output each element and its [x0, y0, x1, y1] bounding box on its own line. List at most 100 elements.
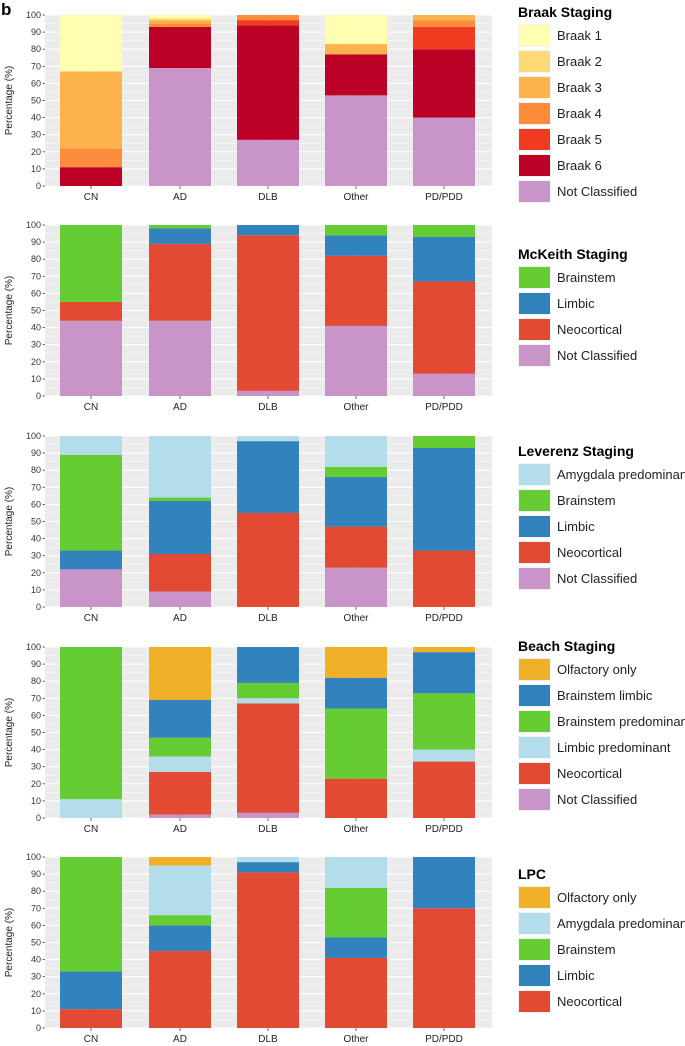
- legend-key-limbic: [519, 293, 550, 314]
- bar-segment-braak-6-ad: [149, 26, 211, 69]
- bar-segment-not-classified-pd-pdd: [413, 373, 475, 396]
- y-tick-label: 0: [36, 181, 41, 191]
- legend-key-brainstem: [519, 490, 550, 511]
- bar-segment-not-classified-ad: [149, 320, 211, 396]
- bar-segment-limbic-dlb: [237, 225, 299, 236]
- y-tick-label: 0: [36, 813, 41, 823]
- x-tick-label-pd-pdd: PD/PDD: [425, 824, 463, 835]
- bar-segment-amygdala-predominant-dlb: [237, 436, 299, 442]
- y-axis-label: Percentage (%): [4, 908, 15, 977]
- legend-key-neocortical: [519, 991, 550, 1012]
- bar-segment-brainstem-pd-pdd: [413, 436, 475, 448]
- bar-segment-limbic-other: [325, 477, 387, 527]
- bar-segment-olfactory-only-ad: [149, 647, 211, 701]
- legend-lpc: LPC Olfactory only Amygdala predominant Bra…: [518, 866, 685, 1013]
- bar-segment-brainstem-ad: [149, 915, 211, 926]
- bar-segment-neocortical-pd-pdd: [413, 281, 475, 374]
- legend-key-limbic-predominant: [519, 737, 550, 758]
- y-tick-label: 30: [31, 972, 41, 982]
- legend-key-braak-2: [519, 51, 550, 72]
- bar-segment-not-classified-ad: [149, 591, 211, 607]
- legend-key-braak-4: [519, 103, 550, 124]
- y-tick-label: 70: [31, 271, 41, 281]
- legend-key-not-classified: [519, 789, 550, 810]
- y-axis-label: Percentage (%): [4, 66, 15, 135]
- x-tick-label-pd-pdd: PD/PDD: [425, 1034, 463, 1045]
- bar-segment-neocortical-ad: [149, 243, 211, 321]
- bar-segment-not-classified-dlb: [237, 390, 299, 396]
- y-tick-label: 10: [31, 374, 41, 384]
- bar-segment-brainstem-limbic-other: [325, 677, 387, 709]
- bar-segment-braak-1-ad: [149, 15, 211, 19]
- x-tick-label-other: Other: [343, 1034, 369, 1045]
- legend-key-not-classified: [519, 568, 550, 589]
- y-tick-label: 50: [31, 306, 41, 316]
- legend-key-neocortical: [519, 542, 550, 563]
- y-tick-label: 10: [31, 164, 41, 174]
- legend-label-not-classified: Not Classified: [557, 792, 637, 807]
- bar-segment-limbic-other: [325, 235, 387, 256]
- legend-key-limbic: [519, 516, 550, 537]
- y-tick-label: 0: [36, 1023, 41, 1033]
- bar-segment-braak-4-ad: [149, 23, 211, 27]
- legend-key-brainstem-predominant: [519, 711, 550, 732]
- legend-label-amygdala-predominant: Amygdala predominant: [557, 467, 685, 482]
- legend-leverenz-staging: Leverenz Staging Amygdala predominant Brai…: [518, 443, 685, 590]
- y-tick-label: 0: [36, 602, 41, 612]
- bar-segment-not-classified-other: [325, 325, 387, 396]
- bar-segment-brainstem-other: [325, 887, 387, 938]
- chart-leverenz-staging: 0 10 20 30 40 50 60 70 80 90 100 CN AD DLB Other PD/PDD…: [4, 431, 685, 624]
- y-tick-label: 30: [31, 551, 41, 561]
- x-tick-label-pd-pdd: PD/PDD: [425, 402, 463, 413]
- bar-segment-neocortical-ad: [149, 951, 211, 1028]
- legend-key-brainstem: [519, 939, 550, 960]
- y-tick-label: 40: [31, 534, 41, 544]
- y-tick-label: 10: [31, 1006, 41, 1016]
- legend-label-limbic: Limbic: [557, 519, 595, 534]
- legend-label-limbic-predominant: Limbic predominant: [557, 740, 671, 755]
- bar-segment-limbic-cn: [60, 971, 122, 1010]
- y-tick-label: 60: [31, 78, 41, 88]
- bar-segment-braak-4-cn: [60, 148, 122, 168]
- bar-segment-braak-6-other: [325, 54, 387, 96]
- bar-segment-not-classified-cn: [60, 569, 122, 607]
- y-tick-label: 30: [31, 130, 41, 140]
- bar-segment-brainstem-predominant-other: [325, 708, 387, 779]
- y-tick-label: 70: [31, 903, 41, 913]
- legend-label-brainstem: Brainstem: [557, 270, 616, 285]
- bar-segment-not-classified-pd-pdd: [413, 117, 475, 186]
- bar-segment-brainstem-cn: [60, 857, 122, 972]
- bar-segment-brainstem-limbic-dlb: [237, 647, 299, 683]
- bar-segment-braak-3-ad: [149, 20, 211, 24]
- x-tick-label-pd-pdd: PD/PDD: [425, 192, 463, 203]
- legend-label-braak-3: Braak 3: [557, 80, 602, 95]
- bar-segment-olfactory-only-other: [325, 647, 387, 678]
- bar-segment-not-classified-other: [325, 95, 387, 186]
- legend-label-limbic: Limbic: [557, 296, 595, 311]
- y-tick-label: 50: [31, 728, 41, 738]
- bar-segment-brainstem-other: [325, 225, 387, 236]
- bar-segment-neocortical-dlb: [237, 872, 299, 1028]
- x-tick-label-cn: CN: [84, 1034, 98, 1045]
- bar-segment-not-classified-dlb: [237, 812, 299, 818]
- legend-key-not-classified: [519, 181, 550, 202]
- x-tick-label-other: Other: [343, 192, 369, 203]
- legend-key-olfactory-only: [519, 659, 550, 680]
- y-tick-label: 90: [31, 448, 41, 458]
- bar-segment-amygdala-predominant-other: [325, 436, 387, 467]
- x-tick-label-dlb: DLB: [258, 824, 278, 835]
- bar-segment-neocortical-other: [325, 957, 387, 1028]
- y-tick-label: 10: [31, 796, 41, 806]
- y-tick-label: 100: [26, 431, 41, 441]
- panel-label: b: [1, 0, 11, 19]
- y-tick-label: 60: [31, 710, 41, 720]
- y-tick-label: 100: [26, 642, 41, 652]
- legend-key-braak-6: [519, 155, 550, 176]
- y-tick-label: 20: [31, 147, 41, 157]
- bar-segment-limbic-cn: [60, 550, 122, 570]
- bar-segment-neocortical-other: [325, 526, 387, 568]
- bar-segment-braak-4-pd-pdd: [413, 20, 475, 27]
- legend-key-braak-3: [519, 77, 550, 98]
